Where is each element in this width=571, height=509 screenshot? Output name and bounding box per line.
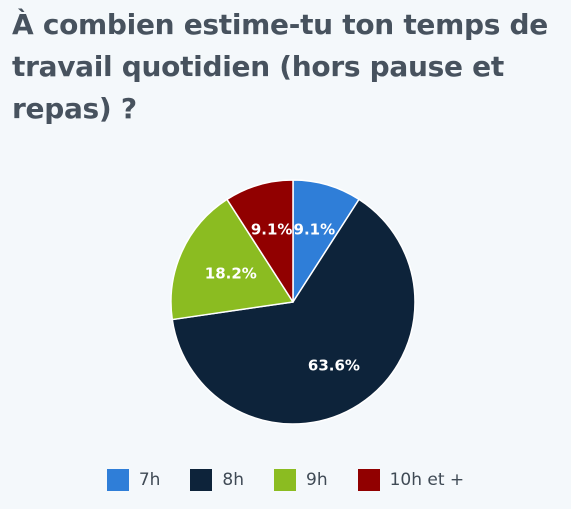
pie-chart: 9.1% 63.6% 18.2% 9.1%	[170, 179, 416, 425]
pie-slice-9h[interactable]	[170, 198, 294, 321]
legend-item-7h[interactable]: 7h	[106, 469, 161, 491]
pie-slices	[170, 179, 416, 425]
data-label-7h: 9.1%	[294, 220, 336, 238]
legend-label-10h-plus: 10h et +	[389, 470, 465, 490]
data-label-9h: 18.2%	[205, 265, 257, 283]
legend-label-9h: 9h	[306, 470, 328, 490]
legend-swatch-8h	[190, 469, 213, 491]
data-label-8h: 63.6%	[308, 357, 360, 375]
legend-item-8h[interactable]: 8h	[190, 469, 244, 491]
data-label-10h-et-plus: 9.1%	[251, 220, 293, 238]
pie-labels: 9.1% 63.6% 18.2% 9.1%	[205, 220, 360, 374]
legend-swatch-9h	[274, 469, 296, 491]
legend-item-10h-plus[interactable]: 10h et +	[357, 469, 465, 491]
legend-item-9h[interactable]: 9h	[274, 469, 328, 491]
legend-swatch-10h-plus	[357, 469, 380, 491]
legend-label-7h: 7h	[138, 470, 161, 490]
legend: 7h 8h 9h 10h et +	[0, 466, 571, 494]
chart-title: À combien estime-tu ton temps de travail…	[12, 8, 548, 125]
pie-slice-10h-et-plus[interactable]	[226, 179, 294, 303]
legend-swatch-7h	[106, 469, 129, 491]
pie-slice-8h[interactable]	[171, 198, 416, 425]
legend-label-8h: 8h	[222, 470, 244, 490]
